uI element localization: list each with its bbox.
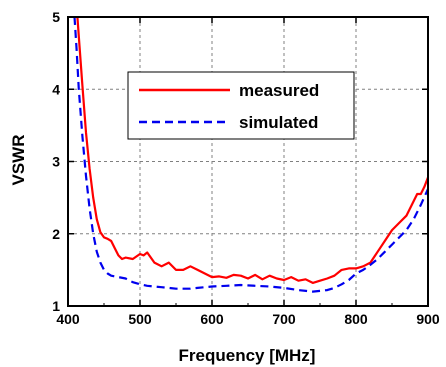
legend-label-measured: measured — [239, 81, 319, 100]
legend-label-simulated: simulated — [239, 113, 318, 132]
legend: measured simulated — [127, 71, 355, 140]
tick-labels: 400 500 600 700 800 900 1 2 3 4 5 — [52, 9, 440, 327]
x-tick-label: 400 — [56, 311, 80, 327]
y-tick-label: 4 — [52, 81, 60, 97]
y-tick-label: 5 — [52, 9, 60, 25]
x-tick-label: 500 — [128, 311, 152, 327]
y-tick-label: 2 — [52, 226, 60, 242]
plot-lines — [73, 16, 430, 293]
x-tick-label: 900 — [416, 311, 440, 327]
x-tick-label: 600 — [200, 311, 224, 327]
y-tick-label: 1 — [52, 298, 60, 314]
series-line-simulated — [73, 16, 430, 293]
legend-box — [127, 71, 355, 140]
x-tick-label: 700 — [272, 311, 296, 327]
axis-ticks — [67, 16, 429, 307]
y-axis-label: VSWR — [9, 135, 28, 186]
x-tick-label: 800 — [344, 311, 368, 327]
y-tick-label: 3 — [52, 154, 60, 170]
x-axis-label: Frequency [MHz] — [179, 346, 316, 365]
series-line-measured — [76, 16, 430, 284]
